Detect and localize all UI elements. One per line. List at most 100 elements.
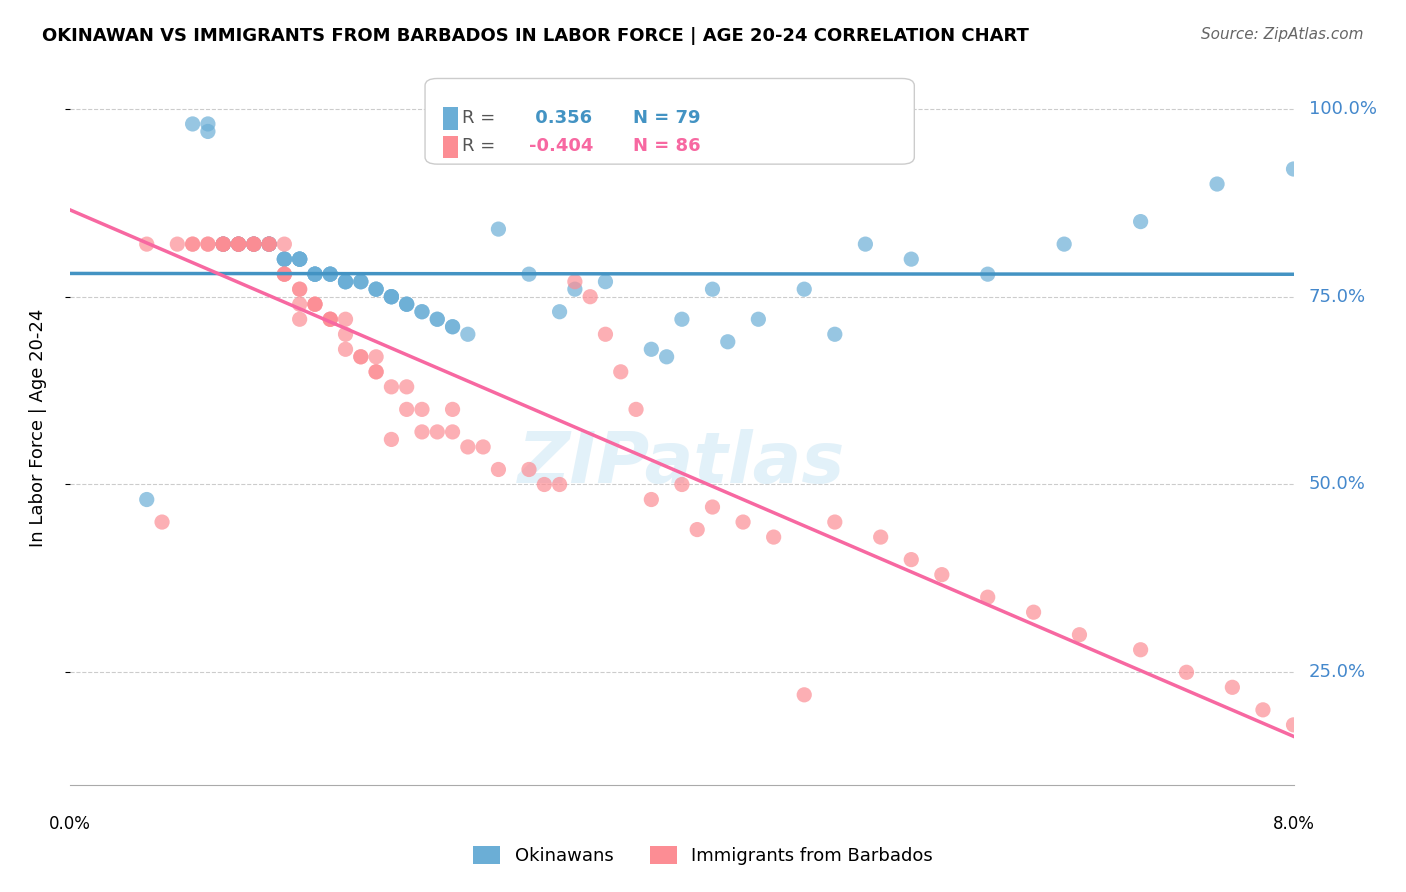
Point [1344,747,1367,762]
Point [257,237,280,252]
Point [273,252,295,267]
Point [335,275,357,289]
Point [671,312,693,326]
Y-axis label: In Labor Force | Age 20-24: In Labor Force | Age 20-24 [28,309,46,548]
Point [335,275,357,289]
Text: 100.0%: 100.0% [1309,100,1376,118]
Point [747,312,769,326]
Point [1129,214,1152,228]
Point [197,237,219,252]
Point [900,252,922,267]
Text: OKINAWAN VS IMMIGRANTS FROM BARBADOS IN LABOR FORCE | AGE 20-24 CORRELATION CHAR: OKINAWAN VS IMMIGRANTS FROM BARBADOS IN … [42,27,1029,45]
Point [257,237,280,252]
Point [243,237,266,252]
Point [548,477,571,491]
Point [59,853,82,867]
Point [976,267,998,281]
Point [640,343,662,357]
Point [366,350,388,364]
Point [426,312,449,326]
Point [395,297,418,311]
Point [1069,628,1091,642]
Legend: Okinawans, Immigrants from Barbados: Okinawans, Immigrants from Barbados [464,837,942,874]
Point [702,282,724,296]
Text: -0.404: -0.404 [529,137,593,155]
Text: Source: ZipAtlas.com: Source: ZipAtlas.com [1201,27,1364,42]
Text: R =: R = [461,109,495,127]
Point [228,237,250,252]
Point [228,237,250,252]
Point [1206,177,1229,191]
Point [288,312,311,326]
Point [762,530,785,544]
Point [488,222,510,236]
Point [273,237,295,252]
Point [579,290,602,304]
Point [426,425,449,439]
Point [273,267,295,281]
Point [288,282,311,296]
Point [288,282,311,296]
Point [395,380,418,394]
Point [257,237,280,252]
Point [288,252,311,267]
Point [441,319,464,334]
Point [441,425,464,439]
Point [212,237,235,252]
Point [411,425,433,439]
Point [319,267,342,281]
Point [869,530,891,544]
Point [181,117,204,131]
Point [335,327,357,342]
Point [411,304,433,318]
Point [1129,642,1152,657]
Point [304,267,326,281]
Point [228,237,250,252]
Point [595,275,617,289]
Point [304,297,326,311]
Point [212,237,235,252]
Point [702,500,724,514]
Point [228,237,250,252]
Point [350,275,373,289]
Point [517,462,540,476]
Point [335,275,357,289]
Text: 25.0%: 25.0% [1309,664,1367,681]
Point [166,237,188,252]
Point [212,237,235,252]
Point [319,312,342,326]
Point [350,350,373,364]
Point [243,237,266,252]
Point [243,237,266,252]
Point [976,590,998,604]
Point [257,237,280,252]
Point [243,237,266,252]
Point [411,402,433,417]
Text: 75.0%: 75.0% [1309,288,1367,306]
Point [457,440,479,454]
Point [395,297,418,311]
Point [426,312,449,326]
Point [931,567,953,582]
Point [824,515,846,529]
Point [517,267,540,281]
Text: 0.356: 0.356 [529,109,592,127]
Point [609,365,631,379]
Point [319,267,342,281]
Point [350,275,373,289]
Point [288,297,311,311]
Point [212,237,235,252]
Point [472,440,495,454]
Point [853,237,877,252]
Point [366,365,388,379]
Point [288,252,311,267]
Bar [443,136,458,159]
Text: 8.0%: 8.0% [1272,815,1315,833]
Point [257,237,280,252]
Point [488,462,510,476]
Point [135,492,157,507]
Point [366,365,388,379]
Point [288,252,311,267]
Point [273,267,295,281]
Point [717,334,740,349]
